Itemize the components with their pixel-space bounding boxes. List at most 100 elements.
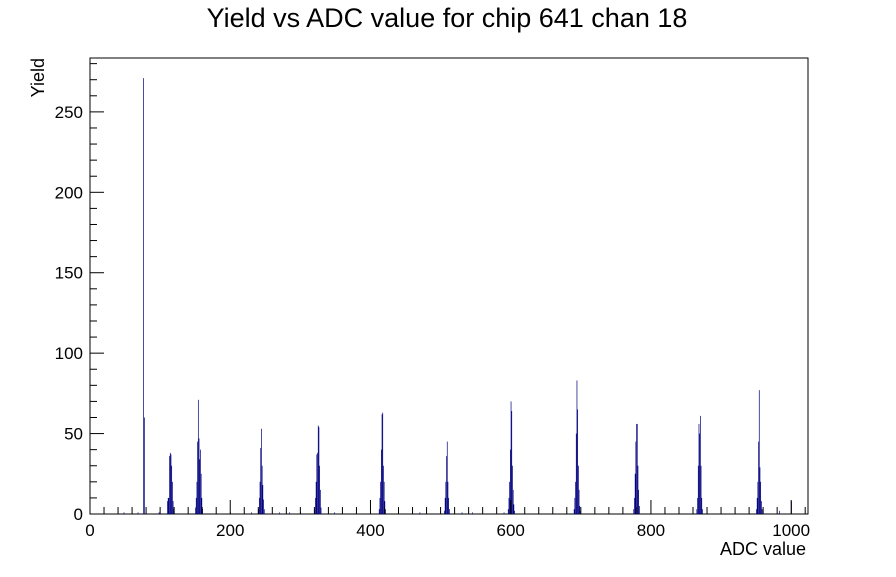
histogram-bar: [461, 512, 463, 514]
histogram-bar: [123, 512, 125, 514]
histogram-bar: [200, 449, 201, 514]
histogram-bar: [696, 509, 698, 514]
histogram-bar: [263, 509, 265, 514]
histogram-bar: [512, 489, 514, 514]
histogram-bar: [261, 428, 262, 514]
histogram-bar: [758, 390, 760, 514]
histogram-bar: [195, 497, 197, 514]
histogram-bar: [318, 427, 320, 514]
histogram-bar: [634, 473, 636, 514]
y-tick-label: 100: [55, 344, 83, 363]
histogram-bar: [699, 433, 701, 514]
histogram-bar: [380, 449, 382, 514]
histogram-bar: [197, 441, 198, 514]
x-axis: 0 200 400 600 800 1000: [85, 500, 810, 540]
histogram-bar: [198, 438, 200, 514]
histogram-bar: [637, 465, 639, 514]
histogram-bar: [260, 448, 262, 514]
histogram-bar: [143, 417, 145, 514]
histogram-bar: [263, 499, 264, 514]
histogram-bar: [316, 454, 318, 514]
histogram-bar: [633, 509, 635, 514]
histogram-bar: [507, 509, 509, 514]
histogram-bar: [512, 465, 513, 514]
histogram-bar: [758, 441, 759, 514]
histogram-bar: [143, 78, 144, 515]
histogram-bar: [508, 497, 510, 514]
histogram-bar: [756, 509, 757, 514]
histogram-bar: [167, 501, 168, 514]
histogram-bar: [700, 465, 702, 514]
histogram-bar: [317, 425, 319, 514]
histogram-bar: [511, 411, 513, 514]
histogram-bar: [779, 510, 780, 514]
x-tick-label: 800: [637, 521, 665, 540]
histogram-bar: [578, 489, 580, 514]
histogram-bar: [261, 465, 263, 514]
histogram-bar: [448, 497, 449, 514]
histogram-bar: [698, 423, 700, 514]
histogram-bar: [636, 423, 638, 514]
y-tick-label: 50: [64, 425, 83, 444]
histogram-bar: [289, 512, 290, 514]
histogram-bar: [756, 497, 758, 514]
histogram-bar: [315, 481, 317, 514]
histogram-bar: [449, 509, 450, 514]
histogram-bar: [446, 456, 447, 514]
histogram-bar: [447, 481, 449, 514]
histogram-bar: [259, 481, 261, 514]
histogram-bar: [576, 380, 578, 514]
histogram-bar: [199, 459, 201, 514]
histogram-bar: [319, 465, 320, 514]
histogram-bar: [634, 497, 635, 514]
x-axis-label: ADC value: [720, 539, 806, 559]
histogram-bar: [197, 399, 199, 514]
histogram-bar: [579, 505, 581, 514]
histogram-bar: [172, 481, 173, 514]
histogram-bar: [385, 509, 386, 514]
histogram-bars: [123, 78, 792, 515]
histogram-bar: [575, 433, 577, 514]
histogram-bar: [419, 512, 421, 514]
histogram-bar: [635, 441, 637, 514]
histogram-bar: [697, 497, 698, 514]
histogram-bar: [169, 452, 171, 514]
histogram-bar: [381, 414, 383, 514]
histogram-bar: [757, 481, 759, 514]
histogram-bar: [319, 489, 321, 514]
histogram-bar: [444, 497, 446, 514]
histogram-bar: [760, 481, 762, 514]
histogram-bar: [171, 465, 173, 514]
histogram-bar: [279, 512, 281, 514]
y-axis: 0 50 100 150 200 250: [55, 63, 104, 524]
histogram-bar: [258, 497, 260, 514]
histogram-bar: [639, 505, 640, 514]
histogram-bar: [509, 481, 510, 514]
x-tick-label: 600: [497, 521, 525, 540]
histogram-bar: [446, 441, 448, 514]
histogram-bar: [170, 454, 172, 514]
histogram-bar: [577, 409, 579, 514]
histogram-bar: [445, 481, 447, 514]
histogram-bar: [444, 510, 445, 514]
histogram-bar: [513, 504, 515, 514]
histogram-bar: [167, 497, 169, 514]
histogram-bar: [262, 485, 264, 514]
histogram-bar: [574, 497, 576, 514]
histogram-bar: [510, 449, 511, 514]
histogram-bar: [196, 481, 198, 514]
histogram-bar: [334, 512, 335, 514]
y-tick-label: 200: [55, 183, 83, 202]
histogram-bar: [702, 509, 703, 514]
chart-title: Yield vs ADC value for chip 641 chan 18: [207, 3, 688, 33]
histogram-bar: [575, 481, 576, 514]
histogram-bar: [578, 465, 579, 514]
histogram-bar: [383, 481, 385, 514]
histogram-bar: [158, 512, 160, 514]
histogram-bar: [320, 507, 322, 514]
x-tick-label: 200: [216, 521, 244, 540]
x-tick-label: 0: [85, 521, 94, 540]
histogram-bar: [472, 512, 473, 514]
